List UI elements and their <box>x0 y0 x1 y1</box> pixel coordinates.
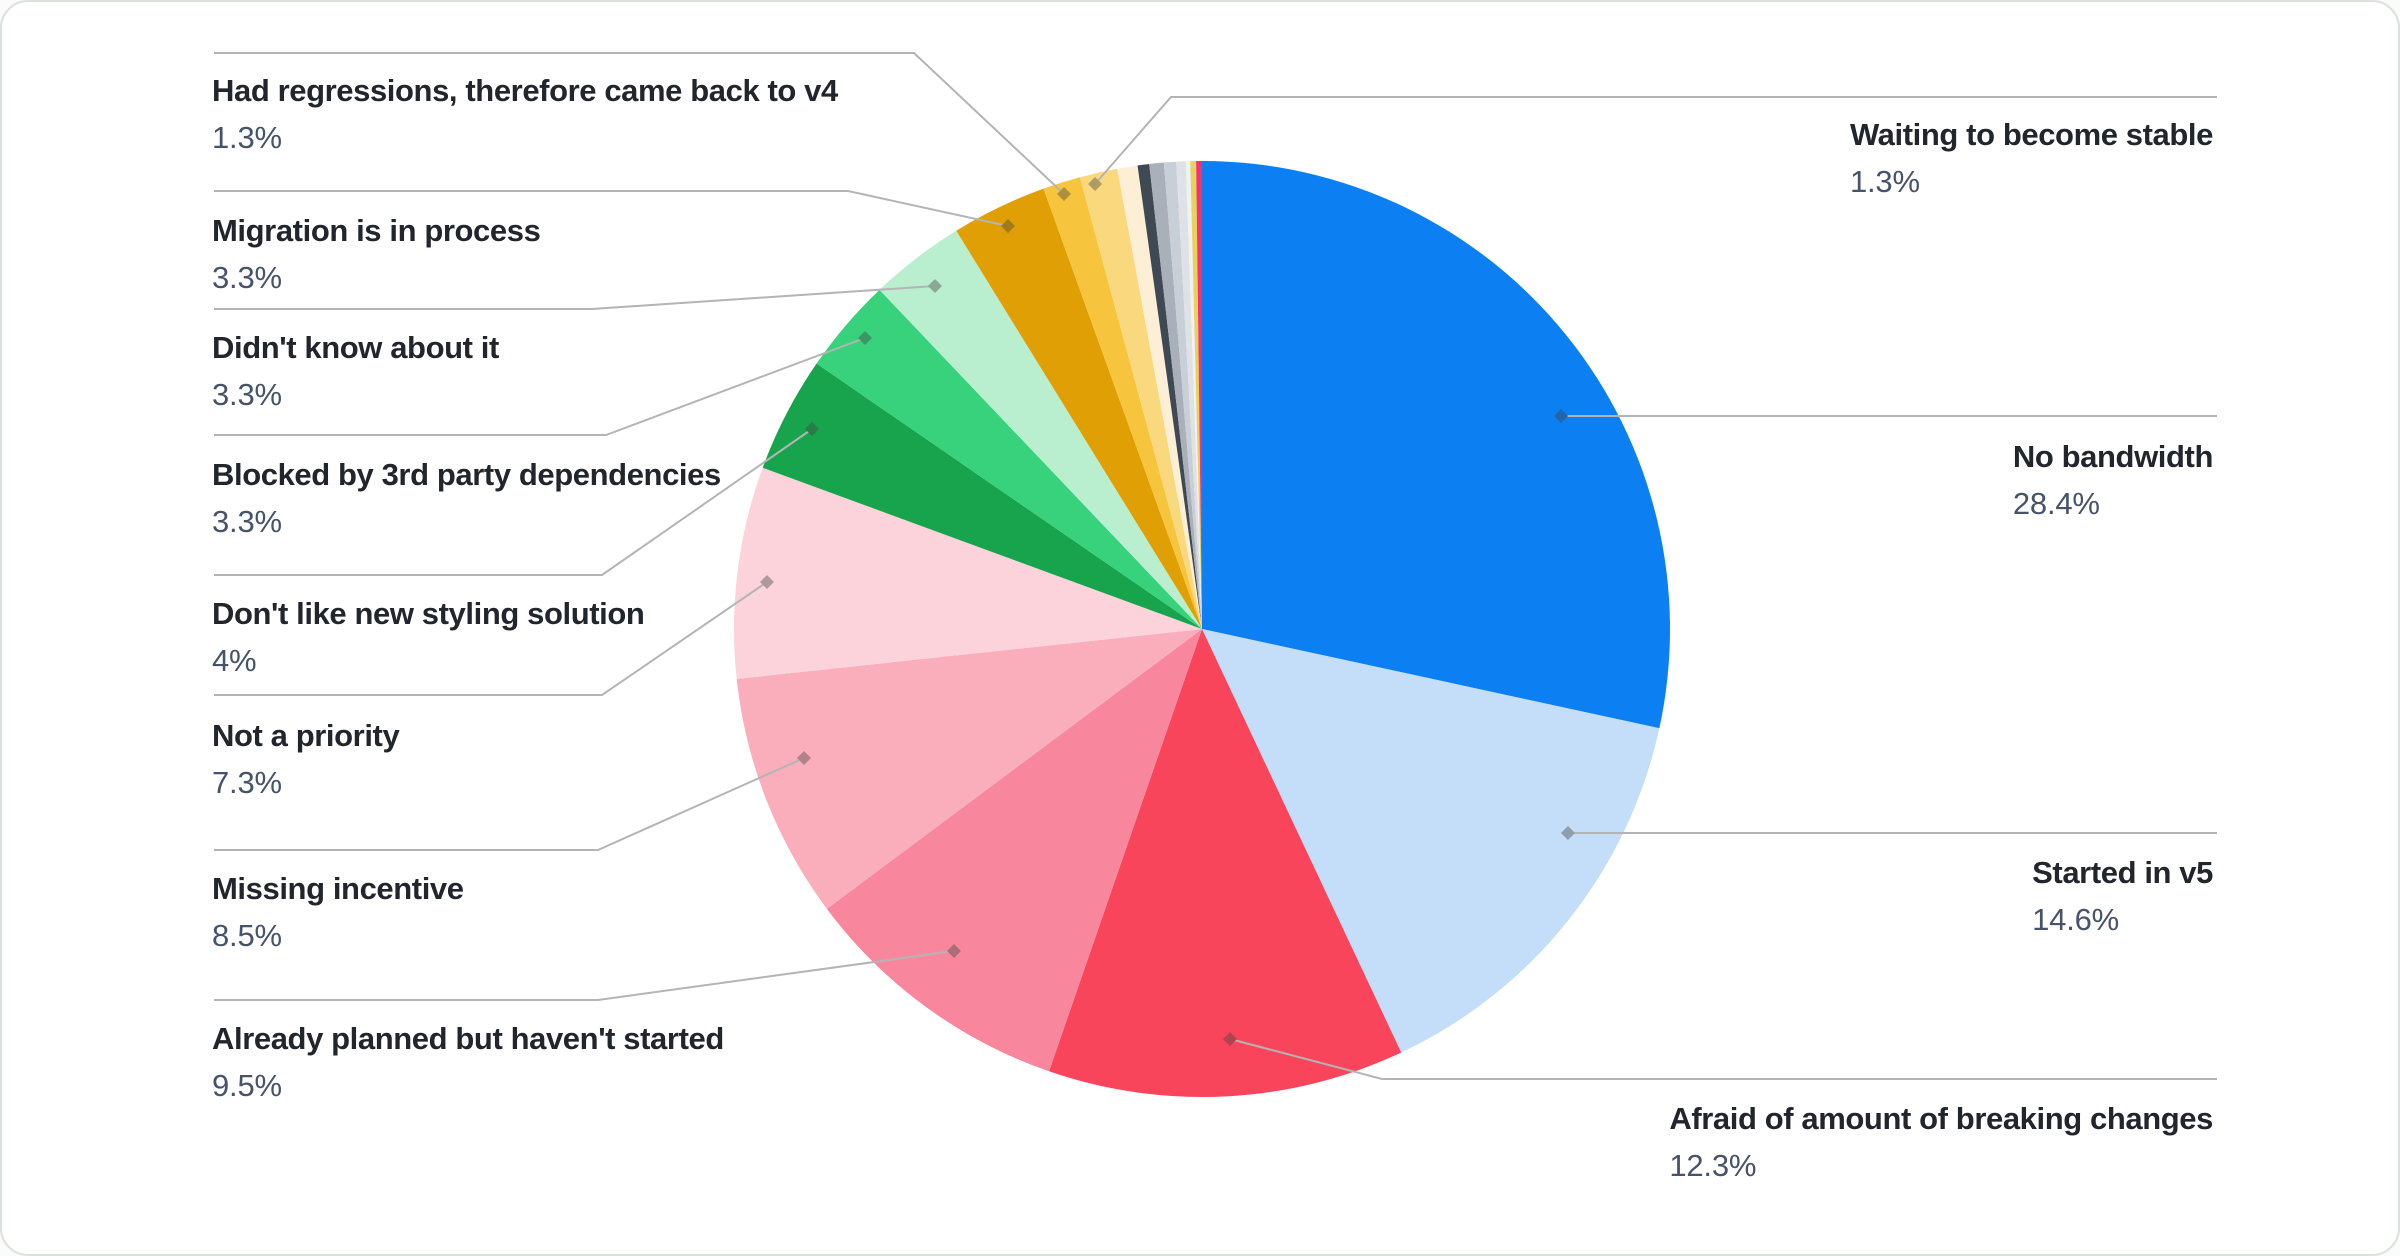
leader-marker-didnt-know-about-it <box>928 279 942 293</box>
leader-marker-dont-like-new-styling-solution <box>805 422 819 436</box>
leader-marker-blocked-by-3rd-party-dependencies <box>858 331 872 345</box>
pie-slice-waiting-to-become-stable[interactable] <box>1079 168 1202 629</box>
pie-slice-had-regressions-therefore-came-back-to-v4[interactable] <box>1043 177 1202 629</box>
pie-slice-unlabeled-light-gray[interactable] <box>1163 161 1202 629</box>
leader-marker-waiting-to-become-stable <box>1088 177 1102 191</box>
pie-slice-started-in-v5[interactable] <box>1202 629 1660 1053</box>
leader-marker-started-in-v5 <box>1561 826 1575 840</box>
leader-line-waiting-to-become-stable <box>1094 96 2217 185</box>
leader-lines-group <box>214 52 2217 1080</box>
pie-slice-no-bandwidth[interactable] <box>1202 161 1670 729</box>
pie-slice-unlabeled-lighter-gray[interactable] <box>1176 161 1202 629</box>
leader-line-didnt-know-about-it <box>214 285 936 310</box>
pie-slice-unlabeled-magenta[interactable] <box>1196 161 1202 629</box>
leader-marker-no-bandwidth <box>1554 409 1568 423</box>
pie-slice-afraid-of-amount-of-breaking-changes[interactable] <box>1049 629 1402 1097</box>
pie-slice-already-planned-but-havent-started[interactable] <box>826 629 1202 1072</box>
leader-marker-afraid-of-amount-of-breaking-changes <box>1223 1032 1237 1046</box>
leader-line-dont-like-new-styling-solution <box>214 428 813 576</box>
pie-slice-unlabeled-khaki[interactable] <box>1190 161 1202 630</box>
leader-line-had-regressions-therefore-came-back-to-v4 <box>214 52 1065 195</box>
leader-line-already-planned-but-havent-started <box>214 950 955 1001</box>
leader-marker-had-regressions-therefore-came-back-to-v4 <box>1057 187 1071 201</box>
pie-slice-unlabeled-gray[interactable] <box>1149 162 1202 629</box>
pie-slices-group <box>734 161 1670 1097</box>
leader-marker-already-planned-but-havent-started <box>947 944 961 958</box>
pie-slice-unlabeled-near-white[interactable] <box>1185 161 1202 629</box>
pie-slice-didnt-know-about-it[interactable] <box>879 230 1202 630</box>
pie-slice-unlabeled-dark-slate[interactable] <box>1137 163 1202 630</box>
pie-slice-missing-incentive[interactable] <box>736 629 1202 909</box>
pie-slice-dont-like-new-styling-solution[interactable] <box>762 363 1202 629</box>
pie-slice-unlabeled-cream[interactable] <box>1117 165 1202 629</box>
leader-marker-missing-incentive <box>797 751 811 765</box>
leader-line-missing-incentive <box>214 757 805 851</box>
leader-line-not-a-priority <box>214 581 768 696</box>
leader-marker-migration-is-in-process <box>1001 219 1015 233</box>
leader-line-afraid-of-amount-of-breaking-changes <box>1229 1038 2217 1080</box>
leader-marker-not-a-priority <box>760 575 774 589</box>
pie-slice-not-a-priority[interactable] <box>734 467 1202 679</box>
pie-slice-blocked-by-3rd-party-dependencies[interactable] <box>816 289 1202 629</box>
leader-line-blocked-by-3rd-party-dependencies <box>214 337 866 436</box>
pie-slice-migration-is-in-process[interactable] <box>956 188 1202 630</box>
leader-markers-group <box>760 177 1575 1046</box>
leader-line-migration-is-in-process <box>214 190 1009 227</box>
